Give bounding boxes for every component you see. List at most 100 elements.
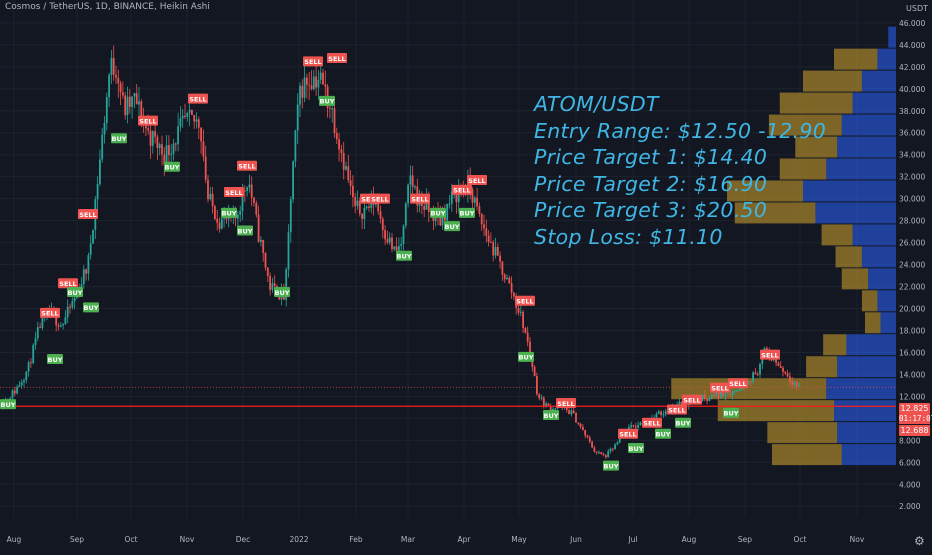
signal-label: BUY — [445, 223, 460, 231]
candle-body — [184, 115, 186, 117]
candle-body — [611, 448, 614, 450]
signal-label: SELL — [328, 55, 345, 63]
buy-signal — [0, 399, 16, 410]
y-tick-label: 36.000 — [899, 129, 925, 138]
candle-body — [478, 206, 481, 214]
vp-bar-up — [868, 268, 896, 290]
candle-body — [333, 108, 336, 134]
candle-body — [568, 410, 570, 415]
candle-body — [501, 261, 504, 275]
candle-body — [218, 222, 221, 229]
buy-signal — [675, 417, 691, 428]
candle-body — [791, 381, 794, 385]
candle-body — [363, 207, 366, 219]
x-tick-label: Oct — [125, 535, 138, 544]
candle-body — [552, 408, 554, 411]
x-tick-label: Aug — [7, 535, 22, 544]
candle-body — [310, 85, 313, 90]
trade-annotation[interactable]: ATOM/USDT Entry Range: $12.50 -12.90 Pri… — [534, 91, 826, 250]
candle-body — [147, 128, 150, 131]
candle-body — [191, 109, 193, 115]
price-axis[interactable]: 2.0004.0006.0008.00010.00012.00014.00016… — [896, 0, 932, 550]
signal-label: SELL — [371, 195, 388, 203]
settings-gear-icon[interactable]: ⚙ — [914, 534, 925, 548]
signal-label: SELL — [761, 351, 778, 359]
sell-signal — [515, 295, 535, 306]
sell-signal — [138, 115, 158, 126]
candle-body — [82, 269, 85, 285]
buy-signal — [319, 95, 335, 106]
candle-body — [710, 394, 713, 399]
candle-body — [593, 447, 596, 452]
candle-body — [572, 410, 575, 414]
candle-body — [632, 425, 635, 427]
candle-body — [483, 224, 485, 229]
candle-body — [395, 246, 398, 251]
time-axis[interactable]: Aug Sep Oct Nov Dec 2022 Feb Mar Apr May Jun Jul Aug… — [7, 535, 865, 544]
signal-label: SELL — [729, 380, 746, 388]
candle-body — [257, 214, 260, 242]
currency-label: USDT — [906, 4, 928, 13]
candle-body — [188, 109, 191, 113]
candle-body — [317, 79, 320, 88]
candle-body — [269, 275, 271, 290]
sell-signal — [410, 193, 430, 204]
candle-body — [485, 228, 488, 236]
vp-bar-down — [772, 444, 842, 466]
candle-body — [246, 187, 248, 191]
buy-signal — [237, 225, 253, 236]
candle-body — [680, 401, 683, 405]
buy-signal — [83, 302, 99, 313]
candle-body — [340, 149, 343, 153]
candle-body — [255, 202, 258, 215]
signal-label: SELL — [468, 177, 485, 185]
buy-signal — [444, 221, 460, 232]
annotation-line-4: Price Target 2: $16.90 — [534, 171, 768, 196]
candle-body — [457, 188, 460, 203]
annotation-line-2: Entry Range: $12.50 -12.90 — [534, 118, 827, 143]
signal-label: SELL — [411, 195, 428, 203]
candle-body — [384, 230, 386, 240]
vp-bar-up — [803, 180, 896, 202]
candle-body — [703, 394, 706, 399]
candle-body — [158, 144, 161, 149]
candle-body — [119, 83, 122, 93]
candle-body — [41, 316, 44, 328]
y-tick-label: 38.000 — [899, 107, 925, 116]
vp-bar-down — [767, 422, 838, 444]
y-tick-label: 44.000 — [899, 41, 925, 50]
x-tick-label: Mar — [401, 535, 416, 544]
candle-body — [92, 229, 94, 244]
candle-body — [616, 442, 619, 445]
vp-bar-up — [826, 378, 896, 400]
sell-signal — [556, 397, 576, 408]
candle-body — [784, 371, 787, 374]
buy-signal — [67, 287, 83, 298]
candle-body — [747, 381, 750, 384]
candle-body — [99, 159, 101, 185]
candle-body — [798, 385, 800, 387]
symbol-header[interactable]: Cosmos / TetherUS, 1D, BINANCE, Heikin A… — [5, 2, 210, 12]
candle-body — [536, 376, 538, 395]
y-tick-label: 8.000 — [899, 436, 921, 445]
candle-body — [179, 118, 182, 127]
horizontal-line[interactable] — [0, 386, 896, 407]
candle-body — [308, 84, 311, 86]
y-tick-label: 2.000 — [899, 502, 921, 511]
candle-body — [165, 145, 168, 165]
candle-body — [595, 451, 598, 453]
candle-body — [386, 239, 389, 243]
candle-body — [503, 274, 506, 280]
candle-body — [731, 391, 734, 396]
candle-body — [105, 97, 108, 123]
candle-body — [342, 152, 345, 170]
y-tick-label: 18.000 — [899, 326, 925, 335]
candle-body — [319, 72, 322, 80]
sell-signal — [188, 93, 208, 104]
candle-body — [315, 76, 317, 88]
vp-bar-down — [835, 246, 862, 268]
candle-body — [381, 218, 384, 231]
candle-body — [170, 153, 173, 155]
